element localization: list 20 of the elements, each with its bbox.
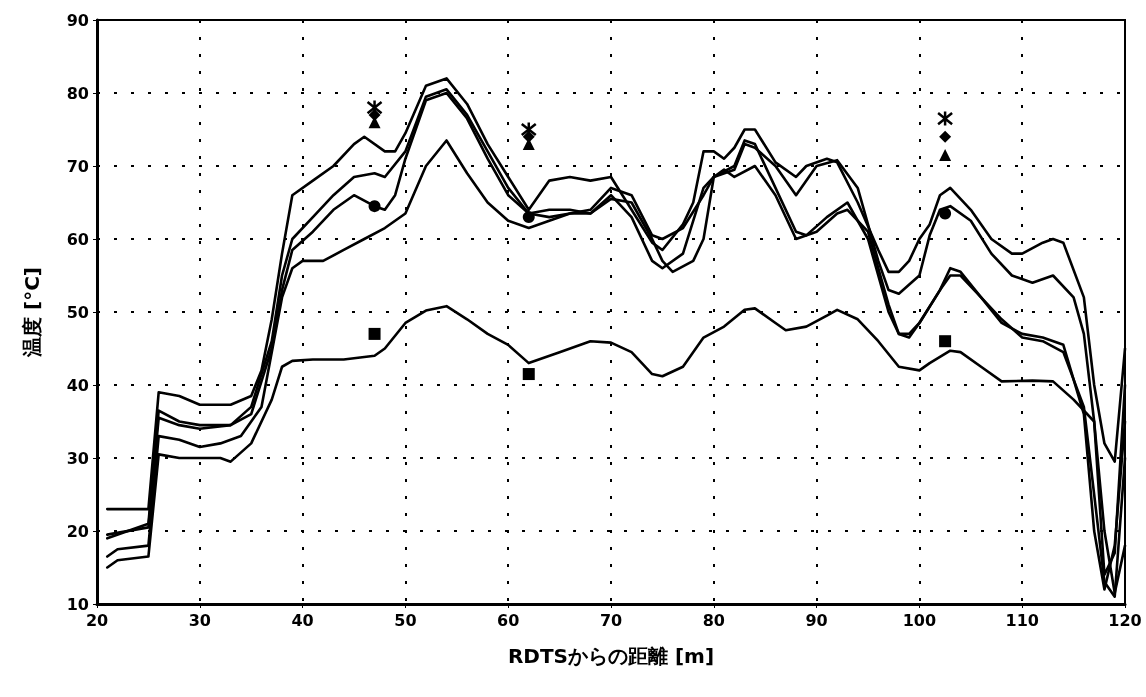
x-tick-label: 30 bbox=[188, 610, 211, 630]
y-tick-label: 70 bbox=[66, 156, 89, 176]
y-axis-title: 温度 [°C] bbox=[20, 267, 44, 358]
y-tick-label: 80 bbox=[66, 83, 89, 103]
y-tick-label: 60 bbox=[66, 229, 89, 249]
y-tick-label: 40 bbox=[66, 375, 89, 395]
x-tick-label: 80 bbox=[702, 610, 725, 630]
y-tick-label: 30 bbox=[66, 448, 89, 468]
x-tick-label: 70 bbox=[599, 610, 623, 630]
x-tick-label: 50 bbox=[394, 610, 417, 630]
y-tick-label: 90 bbox=[66, 10, 89, 30]
x-tick-label: 60 bbox=[497, 610, 520, 630]
x-tick-label: 40 bbox=[291, 610, 314, 630]
y-tick-label: 50 bbox=[66, 302, 89, 322]
x-tick-label: 120 bbox=[1108, 610, 1142, 630]
x-axis-title: RDTSからの距離 [m] bbox=[507, 644, 715, 668]
x-tick-label: 90 bbox=[805, 610, 828, 630]
x-tick-label: 100 bbox=[902, 610, 937, 630]
y-tick-label: 20 bbox=[66, 521, 89, 541]
x-tick-label: 110 bbox=[1005, 610, 1039, 630]
